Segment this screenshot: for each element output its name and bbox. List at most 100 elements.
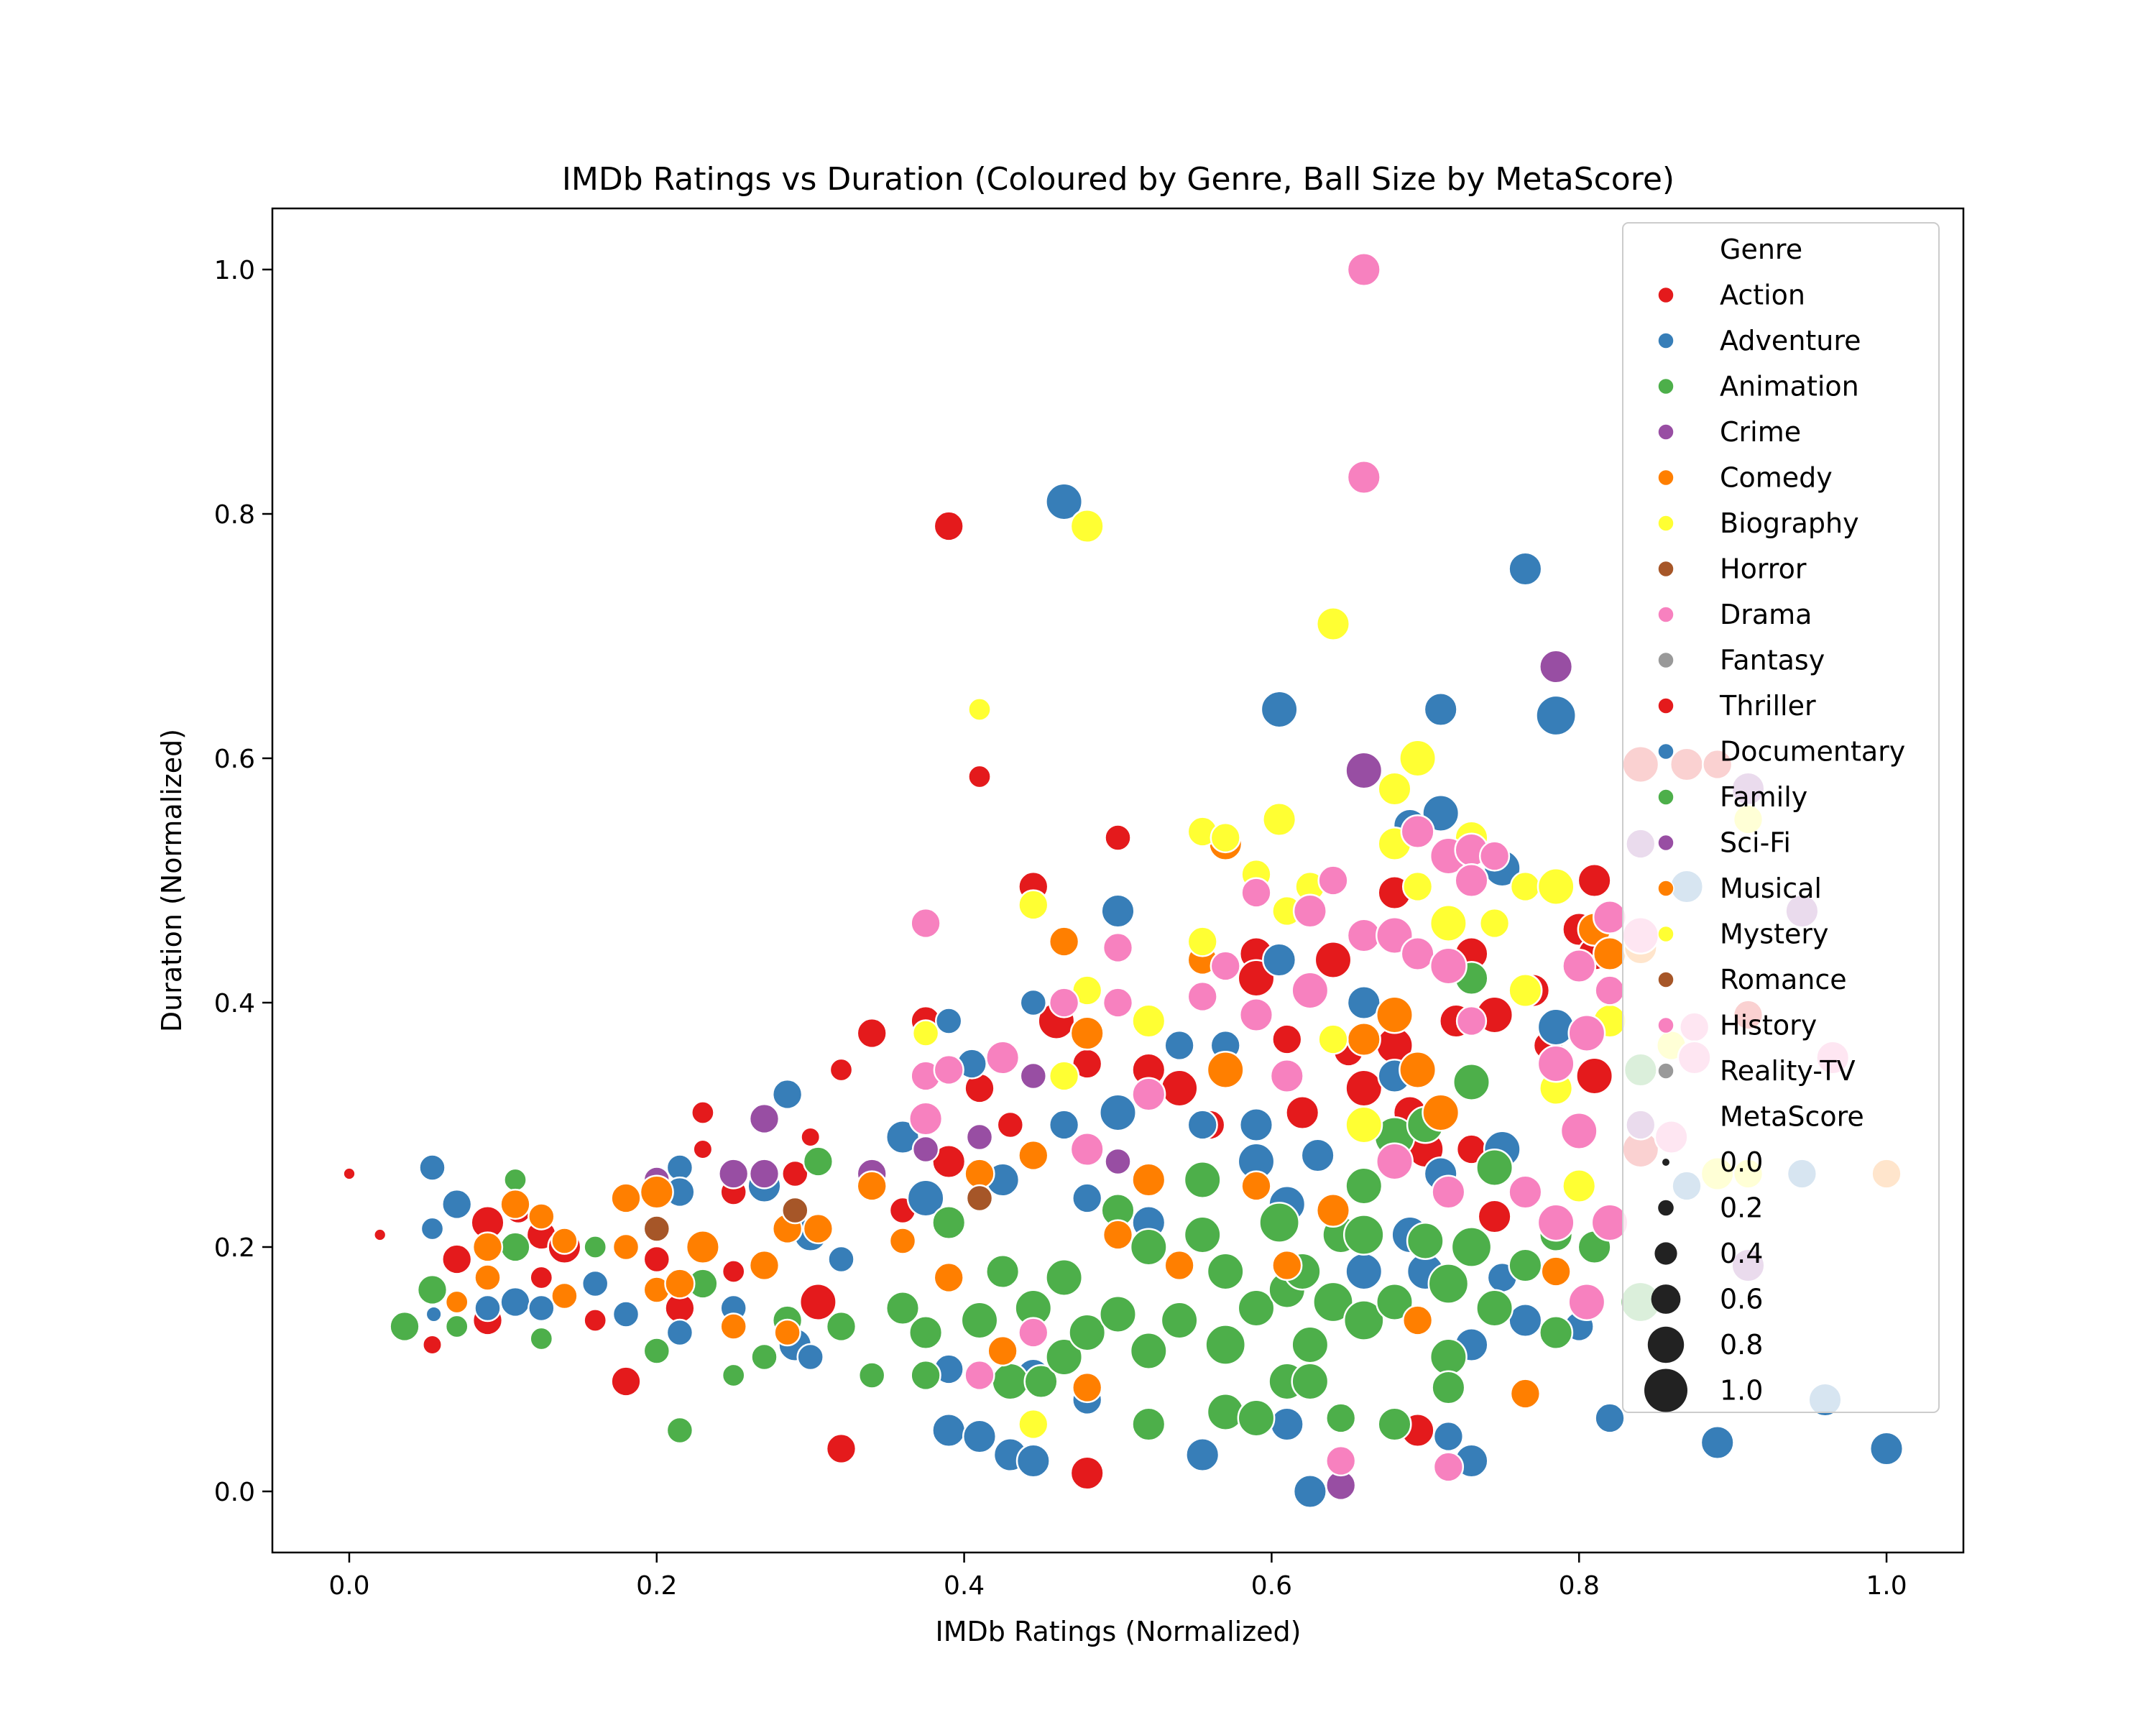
point-animation-11 xyxy=(750,1343,778,1371)
point-comedy-33 xyxy=(1240,1170,1272,1202)
y-tick-label-1: 0.2 xyxy=(214,1233,255,1263)
point-crime-1 xyxy=(718,1158,750,1190)
point-crime-5 xyxy=(911,1135,940,1164)
point-crime-3 xyxy=(748,1158,780,1190)
point-animation-20 xyxy=(960,1301,999,1340)
point-animation-14 xyxy=(825,1310,857,1343)
point-drama-2 xyxy=(908,1101,944,1136)
point-adventure-21 xyxy=(934,1007,963,1035)
legend-label-thriller: Thriller xyxy=(1719,690,1816,722)
point-animation-58 xyxy=(1427,1263,1470,1305)
legend-marker-animation xyxy=(1657,377,1674,395)
point-drama-9 xyxy=(1102,932,1134,964)
point-action-35 xyxy=(1104,824,1132,852)
point-comedy-3 xyxy=(499,1188,531,1220)
point-animation-15 xyxy=(857,1361,886,1389)
point-adventure-76 xyxy=(1869,1431,1904,1466)
point-comedy-23 xyxy=(1018,1139,1049,1172)
point-comedy-40 xyxy=(1422,1093,1460,1132)
point-adventure-18 xyxy=(827,1245,855,1274)
point-drama-11 xyxy=(1131,1077,1166,1112)
legend-label-action: Action xyxy=(1720,280,1805,311)
x-tick-label-1: 0.2 xyxy=(636,1571,677,1601)
point-animation-45 xyxy=(1291,1325,1330,1364)
point-comedy-32 xyxy=(1206,1051,1245,1089)
point-animation-17 xyxy=(910,1359,941,1392)
legend-marker-biography xyxy=(1657,515,1674,532)
point-comedy-35 xyxy=(1315,1192,1351,1228)
point-animation-65 xyxy=(1475,1289,1514,1328)
point-animation-1 xyxy=(416,1274,448,1306)
legend-marker-mystery xyxy=(1657,925,1674,943)
legend-size-marker-5 xyxy=(1644,1368,1687,1412)
point-biography-8 xyxy=(1131,1003,1166,1039)
legend-label-documentary: Documentary xyxy=(1720,736,1905,768)
point-animation-59 xyxy=(1429,1338,1468,1376)
point-action-23 xyxy=(856,1017,888,1049)
legend-size-label-2: 0.4 xyxy=(1720,1238,1763,1269)
point-animation-54 xyxy=(1376,1283,1414,1321)
x-tick-label-2: 0.4 xyxy=(944,1571,985,1601)
legend-marker-fantasy xyxy=(1657,651,1674,669)
point-animation-6 xyxy=(583,1235,608,1259)
point-animation-32 xyxy=(1131,1407,1166,1442)
point-biography-10 xyxy=(1187,926,1218,957)
point-adventure-73 xyxy=(1700,1425,1735,1460)
point-action-55 xyxy=(1477,1199,1512,1234)
point-biography-23 xyxy=(1429,904,1468,942)
plot-border xyxy=(271,207,1965,1554)
point-biography-13 xyxy=(1262,801,1297,837)
point-comedy-12 xyxy=(685,1229,720,1265)
point-comedy-37 xyxy=(1376,995,1414,1034)
point-drama-3 xyxy=(933,1054,964,1086)
point-action-8 xyxy=(529,1265,554,1290)
legend-size-marker-3 xyxy=(1651,1284,1681,1314)
point-adventure-14 xyxy=(771,1078,803,1110)
point-adventure-49 xyxy=(1300,1138,1335,1173)
point-comedy-38 xyxy=(1399,1051,1437,1089)
x-axis-label: IMDb Ratings (Normalized) xyxy=(936,1616,1302,1647)
legend-label-reality-tv: Reality-TV xyxy=(1720,1055,1856,1087)
point-drama-21 xyxy=(1346,252,1381,288)
point-animation-22 xyxy=(991,1362,1030,1401)
point-adventure-42 xyxy=(1238,1107,1274,1143)
point-drama-38 xyxy=(1537,1203,1575,1242)
y-axis-label: Duration (Normalized) xyxy=(156,729,188,1032)
point-action-34 xyxy=(1069,1455,1105,1491)
y-tick-label-3: 0.6 xyxy=(214,745,255,774)
legend-size-label-0: 0.0 xyxy=(1720,1146,1763,1178)
point-comedy-25 xyxy=(1069,1016,1105,1051)
legend-marker-thriller xyxy=(1657,697,1674,714)
point-drama-30 xyxy=(1431,1174,1466,1210)
point-animation-19 xyxy=(931,1205,967,1241)
point-animation-13 xyxy=(802,1146,834,1177)
point-action-11 xyxy=(610,1366,642,1397)
point-biography-4 xyxy=(1048,1060,1080,1092)
point-adventure-66 xyxy=(1508,1302,1543,1338)
point-horror-1 xyxy=(781,1196,809,1225)
legend-label-history: History xyxy=(1720,1010,1817,1041)
point-action-30 xyxy=(996,1110,1025,1139)
point-biography-21 xyxy=(1399,739,1437,778)
point-drama-10 xyxy=(1102,987,1134,1018)
point-horror-2 xyxy=(965,1184,994,1213)
point-drama-19 xyxy=(1317,865,1349,896)
point-drama-37 xyxy=(1537,1044,1575,1083)
point-animation-51 xyxy=(1342,1214,1385,1256)
point-animation-16 xyxy=(885,1290,921,1326)
point-action-0 xyxy=(342,1167,356,1181)
point-animation-0 xyxy=(389,1310,420,1343)
point-drama-23 xyxy=(1346,918,1381,953)
point-drama-40 xyxy=(1560,1112,1598,1150)
point-animation-38 xyxy=(1206,1393,1245,1431)
point-adventure-65 xyxy=(1508,551,1543,586)
point-adventure-7 xyxy=(581,1269,609,1298)
point-animation-35 xyxy=(1183,1215,1222,1254)
point-adventure-19 xyxy=(885,1119,921,1155)
point-animation-55 xyxy=(1377,1407,1412,1442)
legend-label-crime: Crime xyxy=(1720,416,1801,448)
chart-title: IMDb Ratings vs Duration (Coloured by Ge… xyxy=(562,161,1674,198)
legend-marker-sci-fi xyxy=(1657,834,1674,852)
point-drama-16 xyxy=(1269,1058,1304,1094)
point-drama-18 xyxy=(1292,893,1327,929)
